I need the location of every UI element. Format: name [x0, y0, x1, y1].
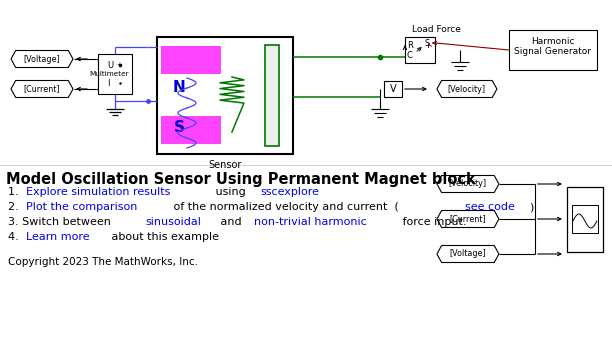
Bar	[509, 30, 597, 70]
Polygon shape	[437, 81, 497, 97]
Text: Explore simulation results: Explore simulation results	[26, 187, 171, 197]
Bar	[161, 116, 221, 144]
Text: 4.: 4.	[8, 232, 22, 242]
Text: +: +	[116, 62, 122, 68]
Text: 3. Switch between: 3. Switch between	[8, 217, 114, 227]
Text: C: C	[407, 51, 413, 60]
Bar	[98, 54, 132, 94]
Text: about this example: about this example	[108, 232, 220, 242]
Text: ): )	[529, 202, 534, 212]
Text: U: U	[107, 61, 113, 69]
Text: 1.: 1.	[8, 187, 22, 197]
Text: [Velocity]: [Velocity]	[448, 85, 486, 93]
Text: sscexplore: sscexplore	[261, 187, 319, 197]
Text: Copyright 2023 The MathWorks, Inc.: Copyright 2023 The MathWorks, Inc.	[8, 257, 198, 267]
Text: 2.: 2.	[8, 202, 22, 212]
Text: using: using	[212, 187, 250, 197]
Text: force input.: force input.	[399, 217, 466, 227]
Text: Sensor: Sensor	[208, 160, 242, 170]
Text: Harmonic: Harmonic	[531, 37, 575, 47]
Polygon shape	[11, 51, 73, 67]
Text: of the normalized velocity and current  (: of the normalized velocity and current (	[170, 202, 399, 212]
Polygon shape	[437, 245, 499, 263]
Text: Model Oscillation Sensor Using Permanent Magnet block: Model Oscillation Sensor Using Permanent…	[6, 172, 476, 187]
Polygon shape	[437, 176, 499, 192]
Bar	[161, 46, 221, 74]
Text: S: S	[424, 38, 430, 48]
Text: S: S	[173, 120, 184, 134]
Text: [Current]: [Current]	[450, 214, 487, 223]
Text: Load Force: Load Force	[412, 25, 461, 33]
Text: I: I	[107, 79, 110, 88]
Polygon shape	[437, 211, 499, 227]
Bar	[384, 81, 402, 97]
Text: N: N	[173, 81, 185, 95]
Text: [Velocity]: [Velocity]	[449, 180, 487, 188]
Bar	[405, 37, 435, 63]
Text: Signal Generator: Signal Generator	[515, 48, 591, 57]
Text: [Voltage]: [Voltage]	[24, 55, 61, 63]
Bar	[157, 37, 293, 154]
Text: see code: see code	[465, 202, 515, 212]
Text: non-trivial harmonic: non-trivial harmonic	[253, 217, 367, 227]
Text: [Voltage]: [Voltage]	[450, 249, 487, 258]
Text: Multimeter: Multimeter	[89, 71, 129, 77]
Polygon shape	[11, 81, 73, 97]
Bar	[265, 45, 279, 146]
Text: Plot the comparison: Plot the comparison	[26, 202, 138, 212]
Text: sinusoidal: sinusoidal	[145, 217, 201, 227]
Bar	[567, 186, 603, 251]
Text: and: and	[217, 217, 245, 227]
Text: V: V	[390, 84, 396, 94]
Text: R: R	[407, 40, 413, 50]
Bar	[572, 205, 598, 233]
Text: Learn more: Learn more	[26, 232, 90, 242]
Text: [Current]: [Current]	[24, 85, 61, 93]
